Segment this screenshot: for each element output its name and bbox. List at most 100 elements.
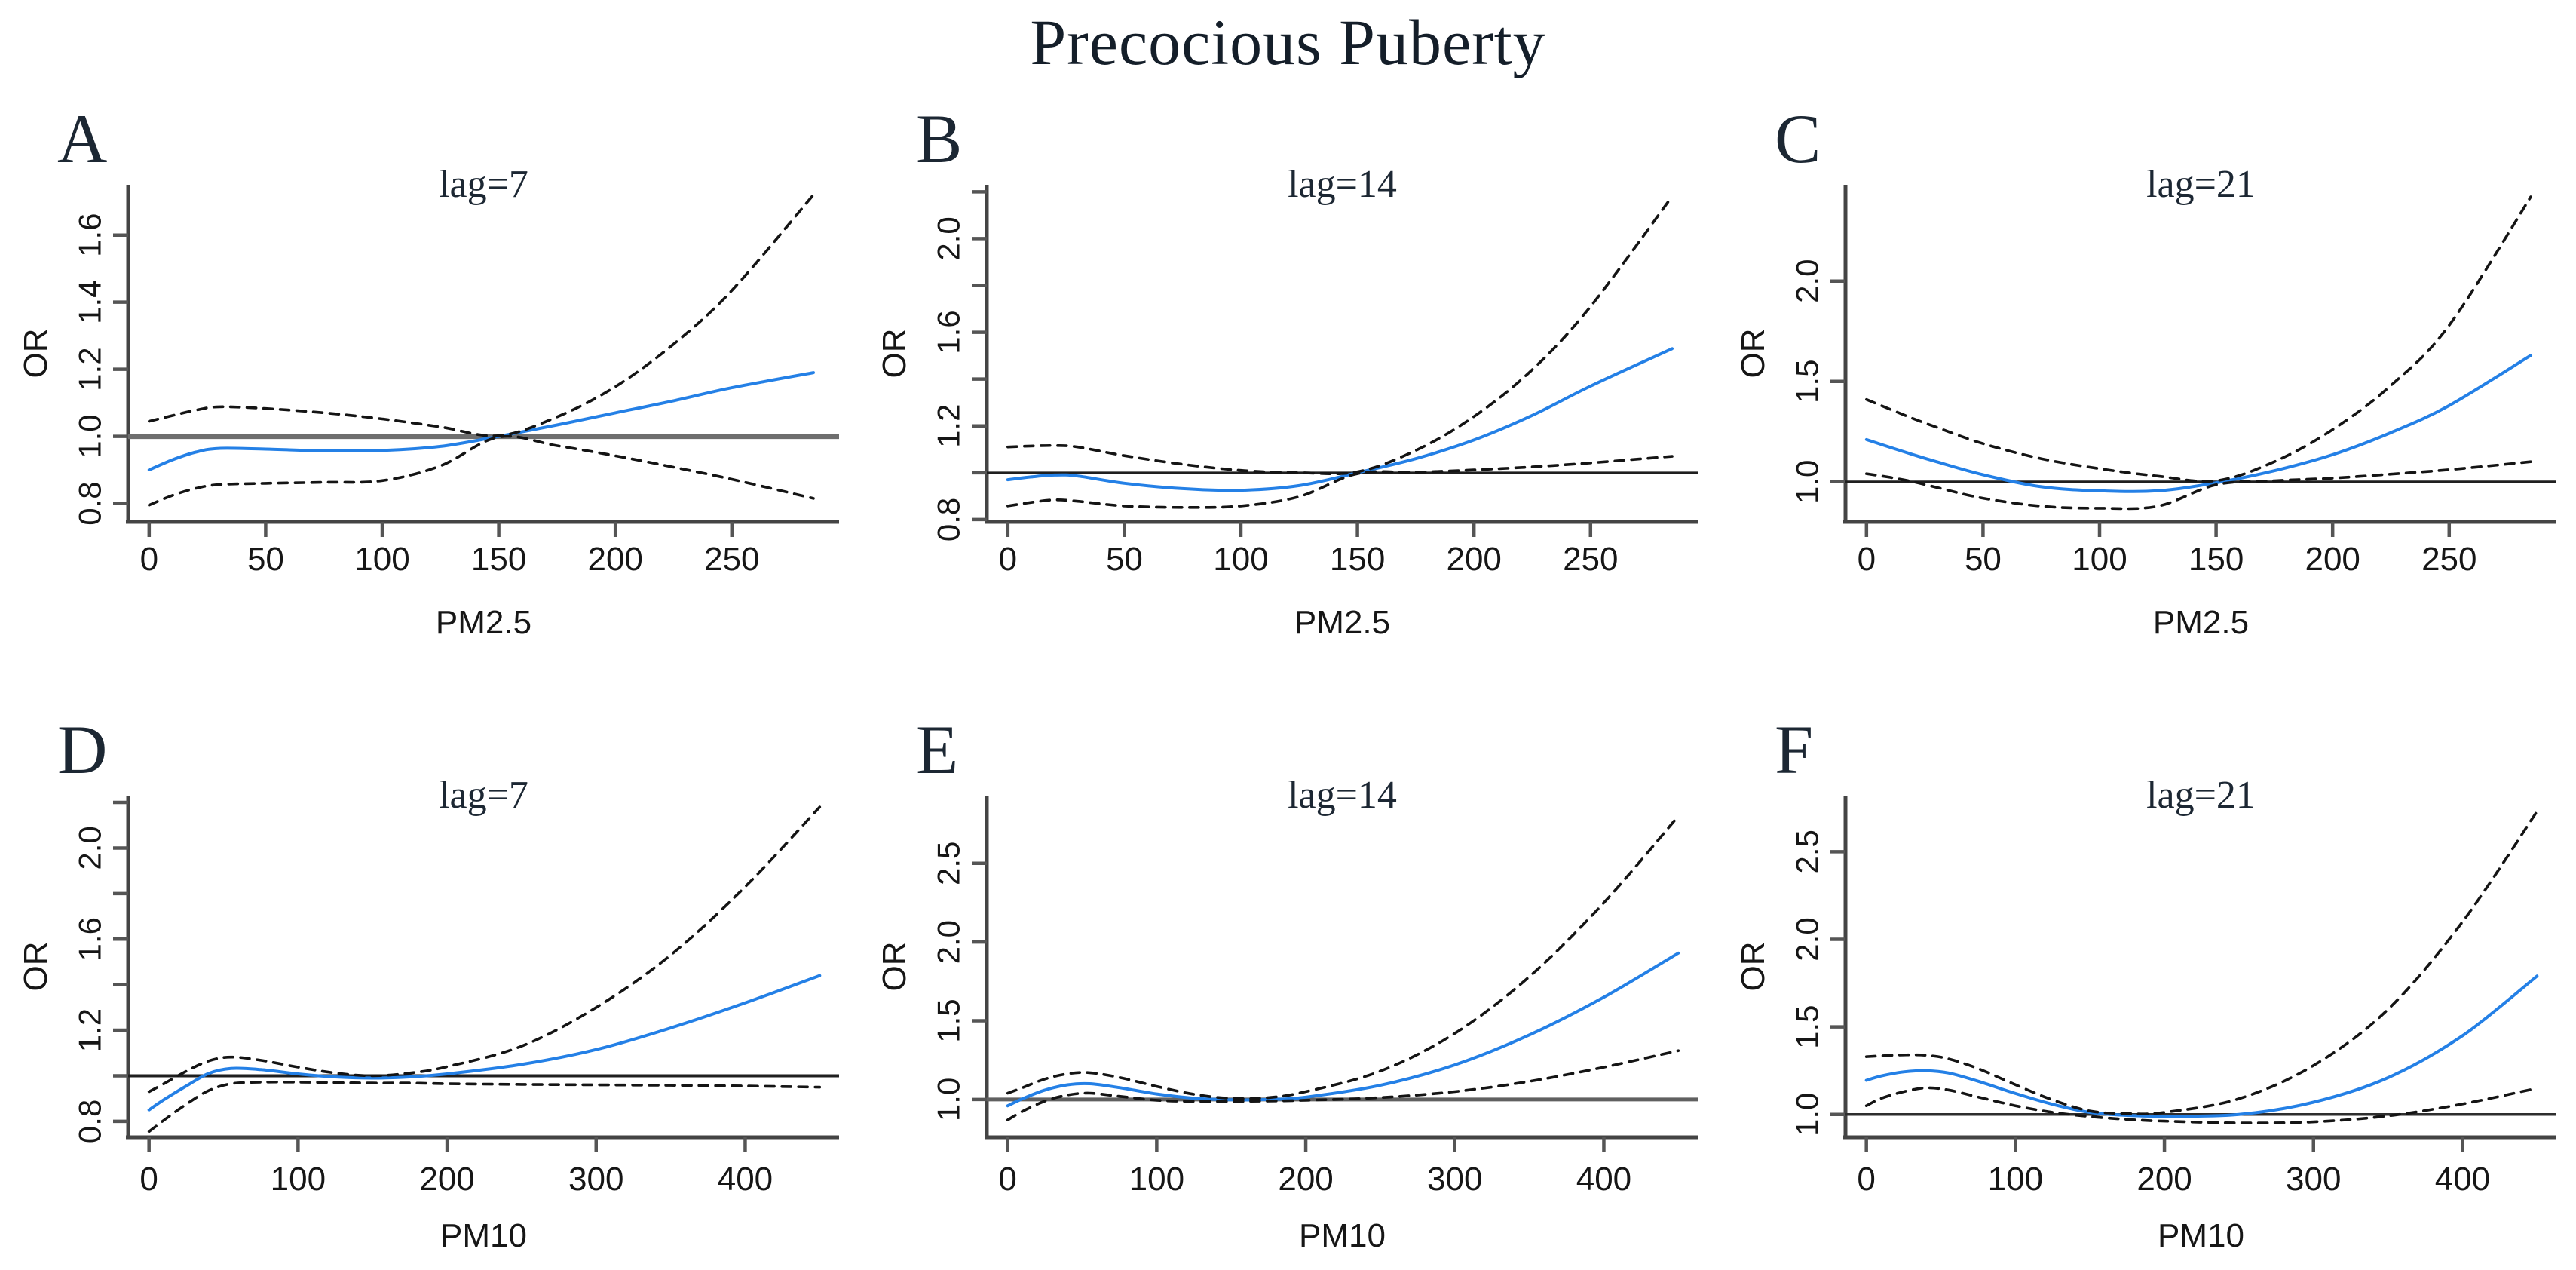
y-tick-label: 1.6 <box>72 917 107 961</box>
x-tick-label: 400 <box>2435 1161 2490 1198</box>
x-tick-label: 400 <box>1576 1161 1631 1198</box>
x-tick-label: 200 <box>2136 1161 2192 1198</box>
y-axis-label: OR <box>17 329 54 379</box>
ci-lower-curve <box>1864 1086 2539 1124</box>
y-tick-label: 2.5 <box>930 842 966 885</box>
ci-lower-curve <box>147 1080 822 1133</box>
x-tick-label: 150 <box>1330 541 1385 578</box>
x-tick-label: 250 <box>2421 541 2476 578</box>
panel-letter-label: E <box>916 711 958 788</box>
ci-upper-curve <box>1865 195 2532 483</box>
x-tick-label: 100 <box>1213 541 1268 578</box>
y-tick-label: 1.2 <box>930 404 966 448</box>
x-tick-label: 150 <box>2189 541 2244 578</box>
y-tick-label: 1.5 <box>1789 1005 1824 1048</box>
y-axis-label: OR <box>17 942 54 992</box>
panel-lag-title: lag=7 <box>439 163 528 206</box>
y-tick-label: 1.2 <box>72 1008 107 1052</box>
ci-lower-curve <box>1006 455 1674 509</box>
x-tick-label: 300 <box>2286 1161 2341 1198</box>
y-tick-label: 2.0 <box>1789 917 1824 961</box>
x-tick-label: 300 <box>1427 1161 1482 1198</box>
y-tick-label: 1.0 <box>930 1078 966 1121</box>
x-tick-label: 50 <box>247 541 284 578</box>
x-tick-label: 200 <box>587 541 642 578</box>
x-tick-label: 0 <box>139 1161 158 1198</box>
x-axis-label: PM2.5 <box>2153 604 2249 641</box>
y-tick-label: 1.6 <box>72 213 107 257</box>
fit-curve <box>147 371 815 472</box>
x-tick-label: 0 <box>1857 1161 1875 1198</box>
panel-lag-title: lag=14 <box>1288 163 1397 206</box>
y-axis-label: OR <box>1735 942 1772 992</box>
y-axis-label: OR <box>876 329 913 379</box>
fit-curve <box>1864 354 2532 493</box>
y-tick-label: 1.0 <box>1789 460 1824 504</box>
fit-curve <box>1006 347 1674 492</box>
x-tick-label: 50 <box>1106 541 1143 578</box>
y-tick-label: 1.6 <box>930 310 966 354</box>
y-tick-label: 2.0 <box>1789 259 1824 303</box>
x-axis-label: PM10 <box>440 1217 527 1254</box>
panel-lag-title: lag=14 <box>1288 774 1397 817</box>
x-tick-label: 0 <box>999 541 1017 578</box>
ci-upper-curve <box>1006 195 1674 476</box>
y-tick-label: 0.8 <box>930 498 966 541</box>
x-tick-label: 200 <box>1278 1161 1333 1198</box>
x-axis-label: PM10 <box>1299 1217 1386 1254</box>
y-tick-label: 2.5 <box>1789 830 1824 873</box>
y-tick-label: 1.5 <box>930 999 966 1042</box>
y-tick-label: 1.5 <box>1789 360 1824 403</box>
ci-lower-curve <box>1006 1049 1680 1121</box>
ci-lower-curve <box>148 434 815 507</box>
fit-curve <box>1006 951 1680 1108</box>
panel-letter-label: A <box>57 100 107 177</box>
x-tick-label: 0 <box>140 541 158 578</box>
x-tick-label: 100 <box>271 1161 326 1198</box>
y-tick-label: 0.8 <box>72 1100 107 1143</box>
x-tick-label: 100 <box>1988 1161 2043 1198</box>
y-axis-label: OR <box>1735 329 1772 379</box>
fit-curve <box>147 974 822 1112</box>
ci-lower-curve <box>1865 460 2532 511</box>
y-tick-label: 0.8 <box>72 481 107 525</box>
x-tick-label: 200 <box>2305 541 2360 578</box>
x-tick-label: 300 <box>568 1161 623 1198</box>
x-tick-label: 100 <box>1129 1161 1184 1198</box>
panel-lag-title: lag=21 <box>2146 774 2256 817</box>
y-tick-label: 2.0 <box>72 826 107 870</box>
panel-lag-title: lag=7 <box>439 774 528 817</box>
y-tick-label: 1.4 <box>72 280 107 324</box>
x-tick-label: 150 <box>471 541 526 578</box>
y-tick-label: 2.0 <box>930 216 966 260</box>
x-tick-label: 400 <box>718 1161 773 1198</box>
x-tick-label: 0 <box>1858 541 1876 578</box>
y-tick-label: 2.0 <box>930 920 966 964</box>
x-tick-label: 200 <box>419 1161 474 1198</box>
x-axis-label: PM2.5 <box>436 604 531 641</box>
figure-title: Precocious Puberty <box>1030 6 1546 78</box>
y-tick-label: 1.0 <box>72 414 107 458</box>
x-axis-label: PM10 <box>2158 1217 2244 1254</box>
x-tick-label: 200 <box>1446 541 1501 578</box>
ci-upper-curve <box>1864 810 2539 1115</box>
x-tick-label: 250 <box>1563 541 1618 578</box>
y-tick-label: 1.2 <box>72 347 107 391</box>
panel-letter-label: B <box>916 100 962 177</box>
y-axis-label: OR <box>876 942 913 992</box>
x-tick-label: 0 <box>998 1161 1016 1198</box>
panel-letter-label: D <box>57 711 107 788</box>
x-tick-label: 250 <box>704 541 759 578</box>
ci-upper-curve <box>147 805 822 1094</box>
